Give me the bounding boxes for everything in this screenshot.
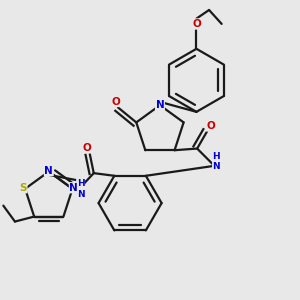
Text: O: O xyxy=(192,19,201,29)
Text: O: O xyxy=(82,143,91,153)
Text: O: O xyxy=(111,97,120,106)
Text: N: N xyxy=(156,100,164,110)
Text: H
N: H N xyxy=(213,152,220,171)
Text: N: N xyxy=(44,166,53,176)
Text: O: O xyxy=(206,121,215,131)
Text: N: N xyxy=(69,183,78,193)
Text: H
N: H N xyxy=(77,179,84,199)
Text: S: S xyxy=(20,183,27,193)
